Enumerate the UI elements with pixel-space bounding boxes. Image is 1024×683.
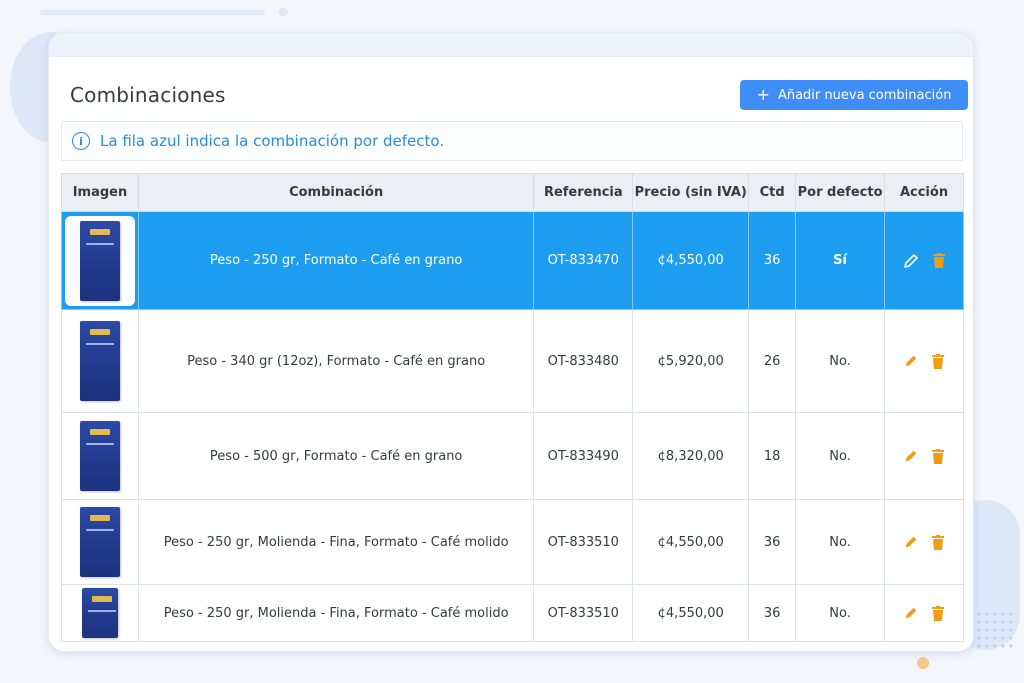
decorative-dot (917, 657, 929, 669)
reference-cell: OT-833510 (533, 499, 634, 585)
column-header-combination[interactable]: Combinación (137, 173, 535, 212)
reference-cell: OT-833470 (533, 211, 634, 310)
price-cell: ¢5,920,00 (632, 309, 750, 413)
combinations-card: Combinaciones + Añadir nueva combinación… (48, 32, 974, 652)
column-header-action: Acción (884, 173, 964, 212)
product-thumbnail[interactable] (65, 588, 135, 638)
price-cell: ¢4,550,00 (632, 499, 750, 585)
add-combination-label: Añadir nueva combinación (777, 87, 952, 103)
image-cell (61, 309, 139, 413)
page-title: Combinaciones (70, 83, 226, 107)
price-cell: ¢4,550,00 (632, 211, 750, 310)
pencil-icon[interactable] (904, 606, 918, 620)
action-cell (884, 499, 964, 585)
product-thumbnail[interactable] (65, 417, 135, 495)
coffee-bag-image (80, 321, 120, 401)
default-cell: No. (795, 309, 886, 413)
image-cell (61, 499, 139, 585)
quantity-cell: 36 (748, 584, 797, 642)
coffee-bag-image (80, 220, 120, 301)
combination-cell: Peso - 250 gr, Molienda - Fina, Formato … (137, 499, 535, 585)
trash-icon[interactable] (932, 353, 945, 369)
quantity-cell: 26 (748, 309, 797, 413)
column-header-image[interactable]: Imagen (61, 173, 139, 212)
table-row[interactable]: Peso - 500 gr, Formato - Café en grano O… (61, 412, 964, 500)
coffee-bag-image (80, 421, 120, 491)
card-top-bar (49, 33, 973, 57)
coffee-bag-image (82, 588, 118, 638)
reference-cell: OT-833490 (533, 412, 634, 500)
table-header-row: Imagen Combinación Referencia Precio (si… (61, 173, 964, 212)
combinations-table: Imagen Combinación Referencia Precio (si… (61, 173, 964, 642)
add-combination-button[interactable]: + Añadir nueva combinación (740, 80, 968, 110)
default-cell: No. (795, 499, 886, 585)
table-row[interactable]: Peso - 250 gr, Molienda - Fina, Formato … (61, 584, 964, 642)
coffee-bag-image (80, 507, 120, 577)
action-cell (884, 584, 964, 642)
combination-cell: Peso - 250 gr, Molienda - Fina, Formato … (137, 584, 535, 642)
default-cell: No. (795, 412, 886, 500)
reference-cell: OT-833510 (533, 584, 634, 642)
pencil-icon[interactable] (904, 354, 918, 368)
price-cell: ¢4,550,00 (632, 584, 750, 642)
trash-icon[interactable] (933, 253, 946, 268)
info-alert: i La fila azul indica la combinación por… (61, 121, 963, 161)
decorative-dot (278, 8, 288, 16)
combination-cell: Peso - 500 gr, Formato - Café en grano (137, 412, 535, 500)
combination-cell: Peso - 250 gr, Formato - Café en grano (137, 211, 535, 310)
quantity-cell: 36 (748, 499, 797, 585)
column-header-reference[interactable]: Referencia (533, 173, 634, 212)
product-thumbnail[interactable] (65, 503, 135, 581)
product-thumbnail[interactable] (65, 215, 135, 306)
image-cell (61, 412, 139, 500)
column-header-quantity[interactable]: Ctd (748, 173, 797, 212)
decorative-line (40, 10, 265, 15)
pencil-icon[interactable] (903, 253, 919, 269)
pencil-icon[interactable] (904, 449, 918, 463)
column-header-price[interactable]: Precio (sin IVA) (632, 173, 750, 212)
decorative-dot-grid (975, 610, 1015, 650)
product-thumbnail[interactable] (65, 316, 135, 406)
trash-icon[interactable] (932, 448, 945, 464)
trash-icon[interactable] (932, 534, 945, 550)
table-row[interactable]: Peso - 250 gr, Molienda - Fina, Formato … (61, 499, 964, 585)
card-body: Combinaciones + Añadir nueva combinación… (49, 57, 973, 651)
info-alert-text: La fila azul indica la combinación por d… (100, 132, 445, 150)
default-cell: Sí (795, 211, 886, 310)
price-cell: ¢8,320,00 (632, 412, 750, 500)
image-cell (61, 584, 139, 642)
table-row[interactable]: Peso - 340 gr (12oz), Formato - Café en … (61, 309, 964, 413)
image-cell (61, 211, 139, 310)
plus-icon: + (756, 85, 770, 104)
quantity-cell: 18 (748, 412, 797, 500)
combination-cell: Peso - 340 gr (12oz), Formato - Café en … (137, 309, 535, 413)
action-cell (884, 412, 964, 500)
info-icon: i (72, 132, 90, 150)
action-cell (884, 211, 964, 310)
reference-cell: OT-833480 (533, 309, 634, 413)
pencil-icon[interactable] (904, 535, 918, 549)
quantity-cell: 36 (748, 211, 797, 310)
table-row-default[interactable]: Peso - 250 gr, Formato - Café en grano O… (61, 211, 964, 310)
action-cell (884, 309, 964, 413)
default-cell: No. (795, 584, 886, 642)
column-header-default[interactable]: Por defecto (795, 173, 886, 212)
trash-icon[interactable] (932, 605, 945, 621)
